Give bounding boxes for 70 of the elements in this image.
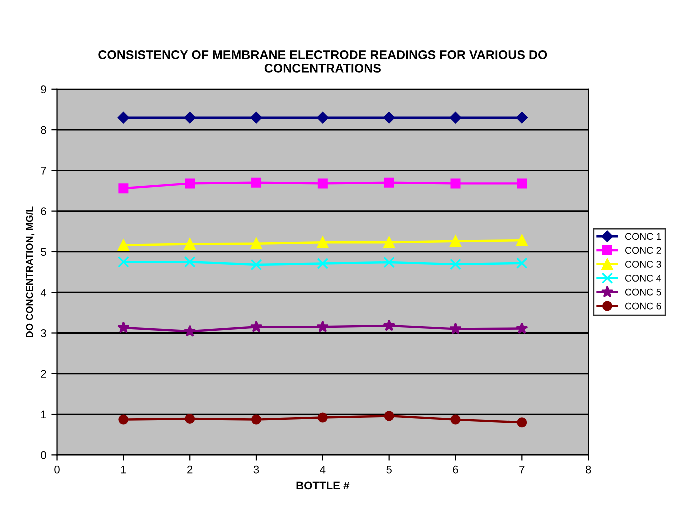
point — [317, 258, 329, 270]
point — [185, 414, 196, 424]
chart-title: CONSISTENCY OF MEMBRANE ELECTRODE READINGS FOR VARIOUS DO CONCENTRATIONS — [98, 50, 548, 73]
point — [184, 238, 196, 250]
x-tick-label: 0 — [54, 466, 60, 474]
y-axis-title: DO CONCENTRATION, MG/L — [26, 206, 35, 338]
point — [517, 178, 528, 189]
y-tick-label: 2 — [41, 370, 46, 378]
y-tick-label: 8 — [41, 126, 46, 134]
point — [450, 414, 461, 425]
legend-label: CONC 6 — [625, 302, 662, 310]
point — [317, 236, 329, 248]
x-tick-label: 3 — [254, 466, 260, 474]
legend-label: CONC 3 — [625, 261, 662, 268]
point — [317, 112, 329, 124]
point — [450, 112, 462, 124]
point — [118, 256, 130, 268]
y-tick-label: 7 — [41, 167, 46, 175]
y-tick-label: 1 — [42, 410, 46, 419]
y-tick-label: 5 — [41, 248, 46, 256]
point — [118, 112, 130, 124]
point — [184, 112, 196, 124]
point — [384, 178, 394, 188]
point — [450, 178, 461, 189]
point — [318, 412, 328, 423]
point — [383, 320, 396, 332]
point — [450, 236, 462, 248]
point — [318, 178, 328, 189]
point — [450, 258, 462, 270]
point — [450, 322, 462, 335]
x-tick-label: 5 — [386, 466, 392, 474]
y-tick-label: 9 — [41, 86, 46, 94]
point — [516, 258, 528, 270]
point — [250, 238, 262, 250]
point — [118, 322, 130, 334]
point — [118, 184, 129, 194]
point — [250, 112, 262, 124]
x-tick-label: 4 — [320, 466, 326, 474]
x-tick-label: 2 — [188, 466, 193, 474]
x-tick-label: 6 — [453, 466, 458, 474]
point — [252, 414, 262, 425]
point — [316, 320, 330, 332]
point — [252, 178, 262, 188]
point — [516, 234, 528, 246]
legend-label: CONC 5 — [625, 288, 662, 296]
point — [118, 240, 130, 252]
point — [185, 178, 196, 189]
point — [250, 259, 262, 271]
point — [384, 236, 396, 248]
y-tick-label: 6 — [41, 208, 46, 216]
point — [184, 325, 196, 337]
x-tick-label: 1 — [121, 466, 126, 474]
x-tick-label: 8 — [586, 466, 592, 474]
point — [517, 418, 528, 428]
point — [250, 320, 263, 332]
legend-label: CONC 4 — [625, 274, 662, 282]
legend-label: CONC 2 — [625, 247, 662, 254]
x-tick-label: 7 — [520, 466, 525, 474]
point — [384, 411, 394, 422]
y-tick-label: 3 — [41, 330, 46, 338]
point — [184, 256, 196, 268]
x-axis-title: BOTTLE # — [296, 482, 350, 490]
y-tick-label: 0 — [41, 451, 46, 460]
point — [118, 414, 129, 425]
point — [384, 256, 396, 268]
point — [516, 112, 528, 124]
y-tick-label: 4 — [40, 288, 47, 297]
point — [384, 112, 396, 124]
legend-label: CONC 1 — [625, 233, 662, 240]
point — [516, 322, 528, 334]
